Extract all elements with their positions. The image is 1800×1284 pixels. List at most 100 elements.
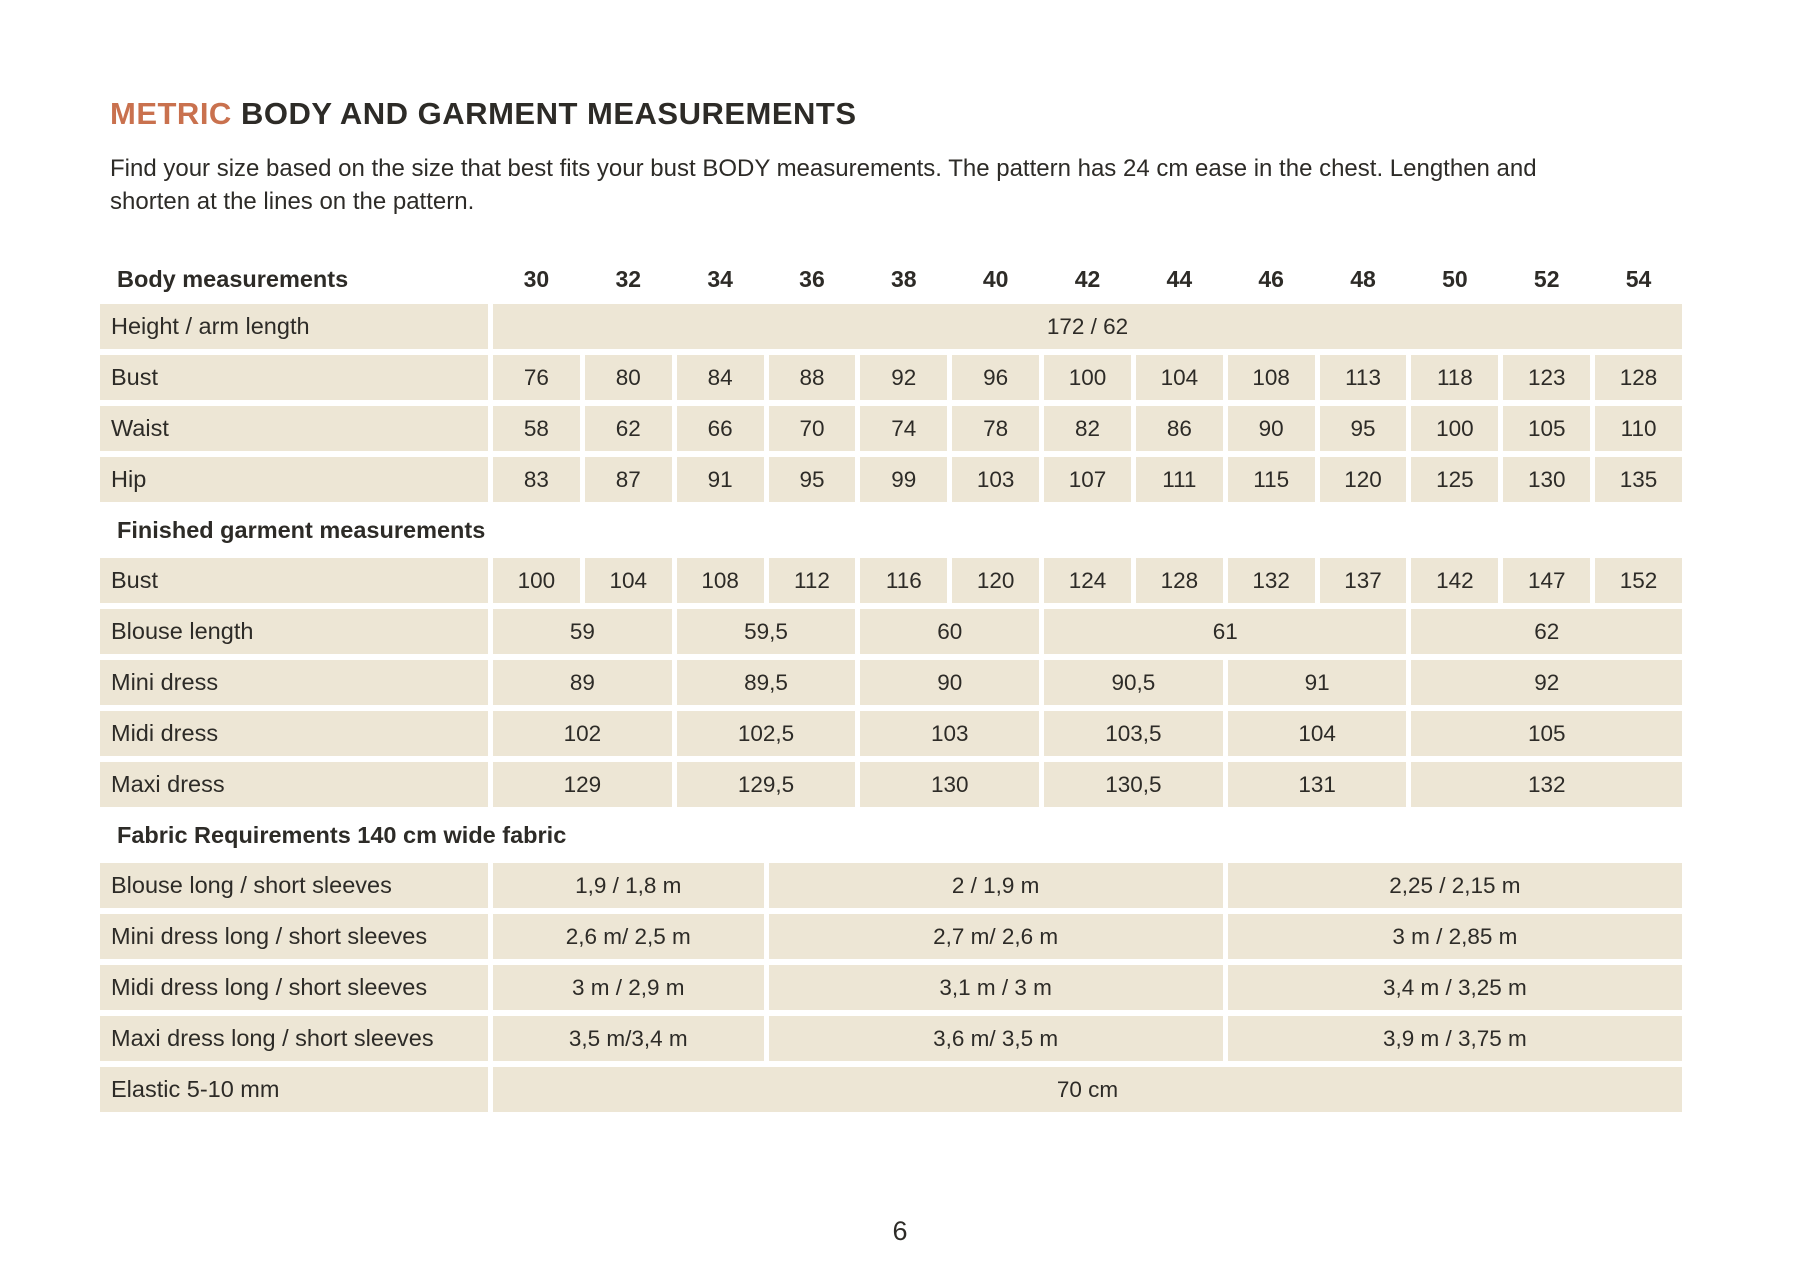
cell-mini-dress-3: 90,5	[1044, 660, 1223, 705]
size-col-30: 30	[523, 265, 550, 292]
cell-bust-9: 113	[1319, 355, 1407, 400]
cell-mini-dress-long-short-sleeves-1: 2,7 m/ 2,6 m	[768, 914, 1223, 959]
table-header-row: Body measurements 30 32 34 36 38 40 42 44 46 48 50 5…	[100, 258, 1682, 300]
cell-waist-11: 105	[1503, 406, 1591, 451]
cell-hip-3: 95	[768, 457, 856, 502]
size-col-52: 52	[1533, 265, 1560, 292]
cell-bust-12: 152	[1595, 558, 1682, 603]
cell-hip-9: 120	[1319, 457, 1407, 502]
cell-waist-5: 78	[952, 406, 1040, 451]
cell-blouse-length-3: 61	[1044, 609, 1407, 654]
size-col-44: 44	[1166, 265, 1193, 292]
cell-maxi-dress-5: 132	[1411, 762, 1682, 807]
row-label-waist: Waist	[100, 406, 488, 451]
page-title-highlight: METRIC	[110, 96, 232, 131]
cell-bust-3: 112	[768, 558, 856, 603]
cell-maxi-dress-2: 130	[860, 762, 1040, 807]
size-col-50: 50	[1442, 265, 1468, 292]
cell-hip-4: 99	[860, 457, 948, 502]
page-title-rest: BODY AND GARMENT MEASUREMENTS	[231, 96, 857, 131]
table-row-midi-dress: Midi dress 102 102,5 103 103,5 104 105	[100, 711, 1682, 756]
cell-midi-dress-5: 105	[1411, 711, 1682, 756]
table-row-bust: Bust 100 104 108 112 116 120 124 128 132 137 142 147…	[100, 558, 1682, 603]
table-row-maxi-dress-long-short-sleeves: Maxi dress long / short sleeves 3,5 m/3,4…	[100, 1016, 1682, 1061]
cell-hip-10: 125	[1411, 457, 1499, 502]
cell-maxi-dress-long-short-sleeves-1: 3,6 m/ 3,5 m	[768, 1016, 1223, 1061]
intro-line-1: Find your size based on the size that be…	[110, 155, 1537, 182]
cell-maxi-dress-long-short-sleeves-2: 3,9 m / 3,75 m	[1227, 1016, 1682, 1061]
row-label-elastic-5-10-mm: Elastic 5-10 mm	[100, 1067, 488, 1112]
cell-mini-dress-2: 90	[860, 660, 1040, 705]
cell-waist-3: 70	[768, 406, 856, 451]
cell-waist-0: 58	[493, 406, 580, 451]
cell-waist-6: 82	[1044, 406, 1131, 451]
cell-blouse-length-1: 59,5	[676, 609, 856, 654]
cell-blouse-long-short-sleeves-1: 2 / 1,9 m	[768, 863, 1223, 908]
cell-maxi-dress-0: 129	[493, 762, 672, 807]
table-row-bust: Bust 76 80 84 88 92 96 100 104 108 113 118 123 128	[100, 355, 1682, 400]
cell-blouse-length-4: 62	[1411, 609, 1682, 654]
cell-blouse-length-0: 59	[493, 609, 672, 654]
cell-hip-7: 111	[1135, 457, 1223, 502]
cell-bust-6: 100	[1044, 355, 1131, 400]
table-row-hip: Hip 83 87 91 95 99 103 107 111 115 120 125 130 135	[100, 457, 1682, 502]
cell-bust-9: 137	[1319, 558, 1407, 603]
table-row-mini-dress-long-short-sleeves: Mini dress long / short sleeves 2,6 m/ 2,…	[100, 914, 1682, 959]
cell-mini-dress-long-short-sleeves-2: 3 m / 2,85 m	[1227, 914, 1682, 959]
row-label-maxi-dress: Maxi dress	[100, 762, 488, 807]
table-row-elastic-5-10-mm: Elastic 5-10 mm 70 cm	[100, 1067, 1682, 1112]
cell-midi-dress-long-short-sleeves-0: 3 m / 2,9 m	[493, 965, 764, 1010]
table-row-blouse-length: Blouse length 59 59,5 60 61 62	[100, 609, 1682, 654]
cell-bust-8: 132	[1227, 558, 1315, 603]
cell-bust-11: 147	[1503, 558, 1591, 603]
page-title: METRIC BODY AND GARMENT MEASUREMENTS	[110, 96, 857, 132]
cell-bust-10: 142	[1411, 558, 1499, 603]
cell-bust-6: 124	[1044, 558, 1131, 603]
cell-mini-dress-4: 91	[1227, 660, 1407, 705]
cell-waist-10: 100	[1411, 406, 1499, 451]
cell-bust-10: 118	[1411, 355, 1499, 400]
cell-mini-dress-5: 92	[1411, 660, 1682, 705]
size-col-54: 54	[1625, 265, 1652, 292]
cell-bust-12: 128	[1595, 355, 1682, 400]
cell-midi-dress-long-short-sleeves-2: 3,4 m / 3,25 m	[1227, 965, 1682, 1010]
cell-bust-7: 104	[1135, 355, 1223, 400]
size-col-48: 48	[1350, 265, 1376, 292]
row-label-bust: Bust	[100, 558, 488, 603]
cell-waist-12: 110	[1595, 406, 1682, 451]
cell-mini-dress-0: 89	[493, 660, 672, 705]
section-row-fabric-requirements-140-cm-wide-fabric: Fabric Requirements 140 cm wide fabric	[100, 813, 1682, 857]
cell-maxi-dress-1: 129,5	[676, 762, 856, 807]
cell-bust-4: 116	[860, 558, 948, 603]
row-label-blouse-length: Blouse length	[100, 609, 488, 654]
intro-text: Find your size based on the size that be…	[110, 152, 1730, 218]
row-label-mini-dress-long-short-sleeves: Mini dress long / short sleeves	[100, 914, 488, 959]
page-number: 6	[892, 1216, 908, 1246]
size-col-36: 36	[799, 265, 825, 292]
cell-bust-8: 108	[1227, 355, 1315, 400]
row-label-bust: Bust	[100, 355, 488, 400]
cell-blouse-long-short-sleeves-2: 2,25 / 2,15 m	[1227, 863, 1682, 908]
section-row-finished-garment-measurements: Finished garment measurements	[100, 508, 1682, 552]
row-label-maxi-dress-long-short-sleeves: Maxi dress long / short sleeves	[100, 1016, 488, 1061]
table-row-waist: Waist 58 62 66 70 74 78 82 86 90 95 100 105 110	[100, 406, 1682, 451]
cell-hip-12: 135	[1595, 457, 1682, 502]
cell-hip-0: 83	[493, 457, 580, 502]
cell-height-arm-length-0: 172 / 62	[493, 304, 1682, 349]
cell-maxi-dress-4: 131	[1227, 762, 1407, 807]
intro-line-2: shorten at the lines on the pattern.	[110, 188, 475, 215]
cell-waist-2: 66	[676, 406, 764, 451]
measurement-table: Body measurements 30 32 34 36 38 40 42 44 46 48 50 5…	[100, 258, 1682, 1118]
cell-maxi-dress-long-short-sleeves-0: 3,5 m/3,4 m	[493, 1016, 764, 1061]
cell-maxi-dress-3: 130,5	[1044, 762, 1223, 807]
cell-blouse-long-short-sleeves-0: 1,9 / 1,8 m	[493, 863, 764, 908]
cell-midi-dress-long-short-sleeves-1: 3,1 m / 3 m	[768, 965, 1223, 1010]
cell-waist-4: 74	[860, 406, 948, 451]
cell-waist-7: 86	[1135, 406, 1223, 451]
cell-bust-5: 120	[952, 558, 1040, 603]
cell-bust-1: 80	[584, 355, 672, 400]
row-label-midi-dress: Midi dress	[100, 711, 488, 756]
row-label-midi-dress-long-short-sleeves: Midi dress long / short sleeves	[100, 965, 488, 1010]
